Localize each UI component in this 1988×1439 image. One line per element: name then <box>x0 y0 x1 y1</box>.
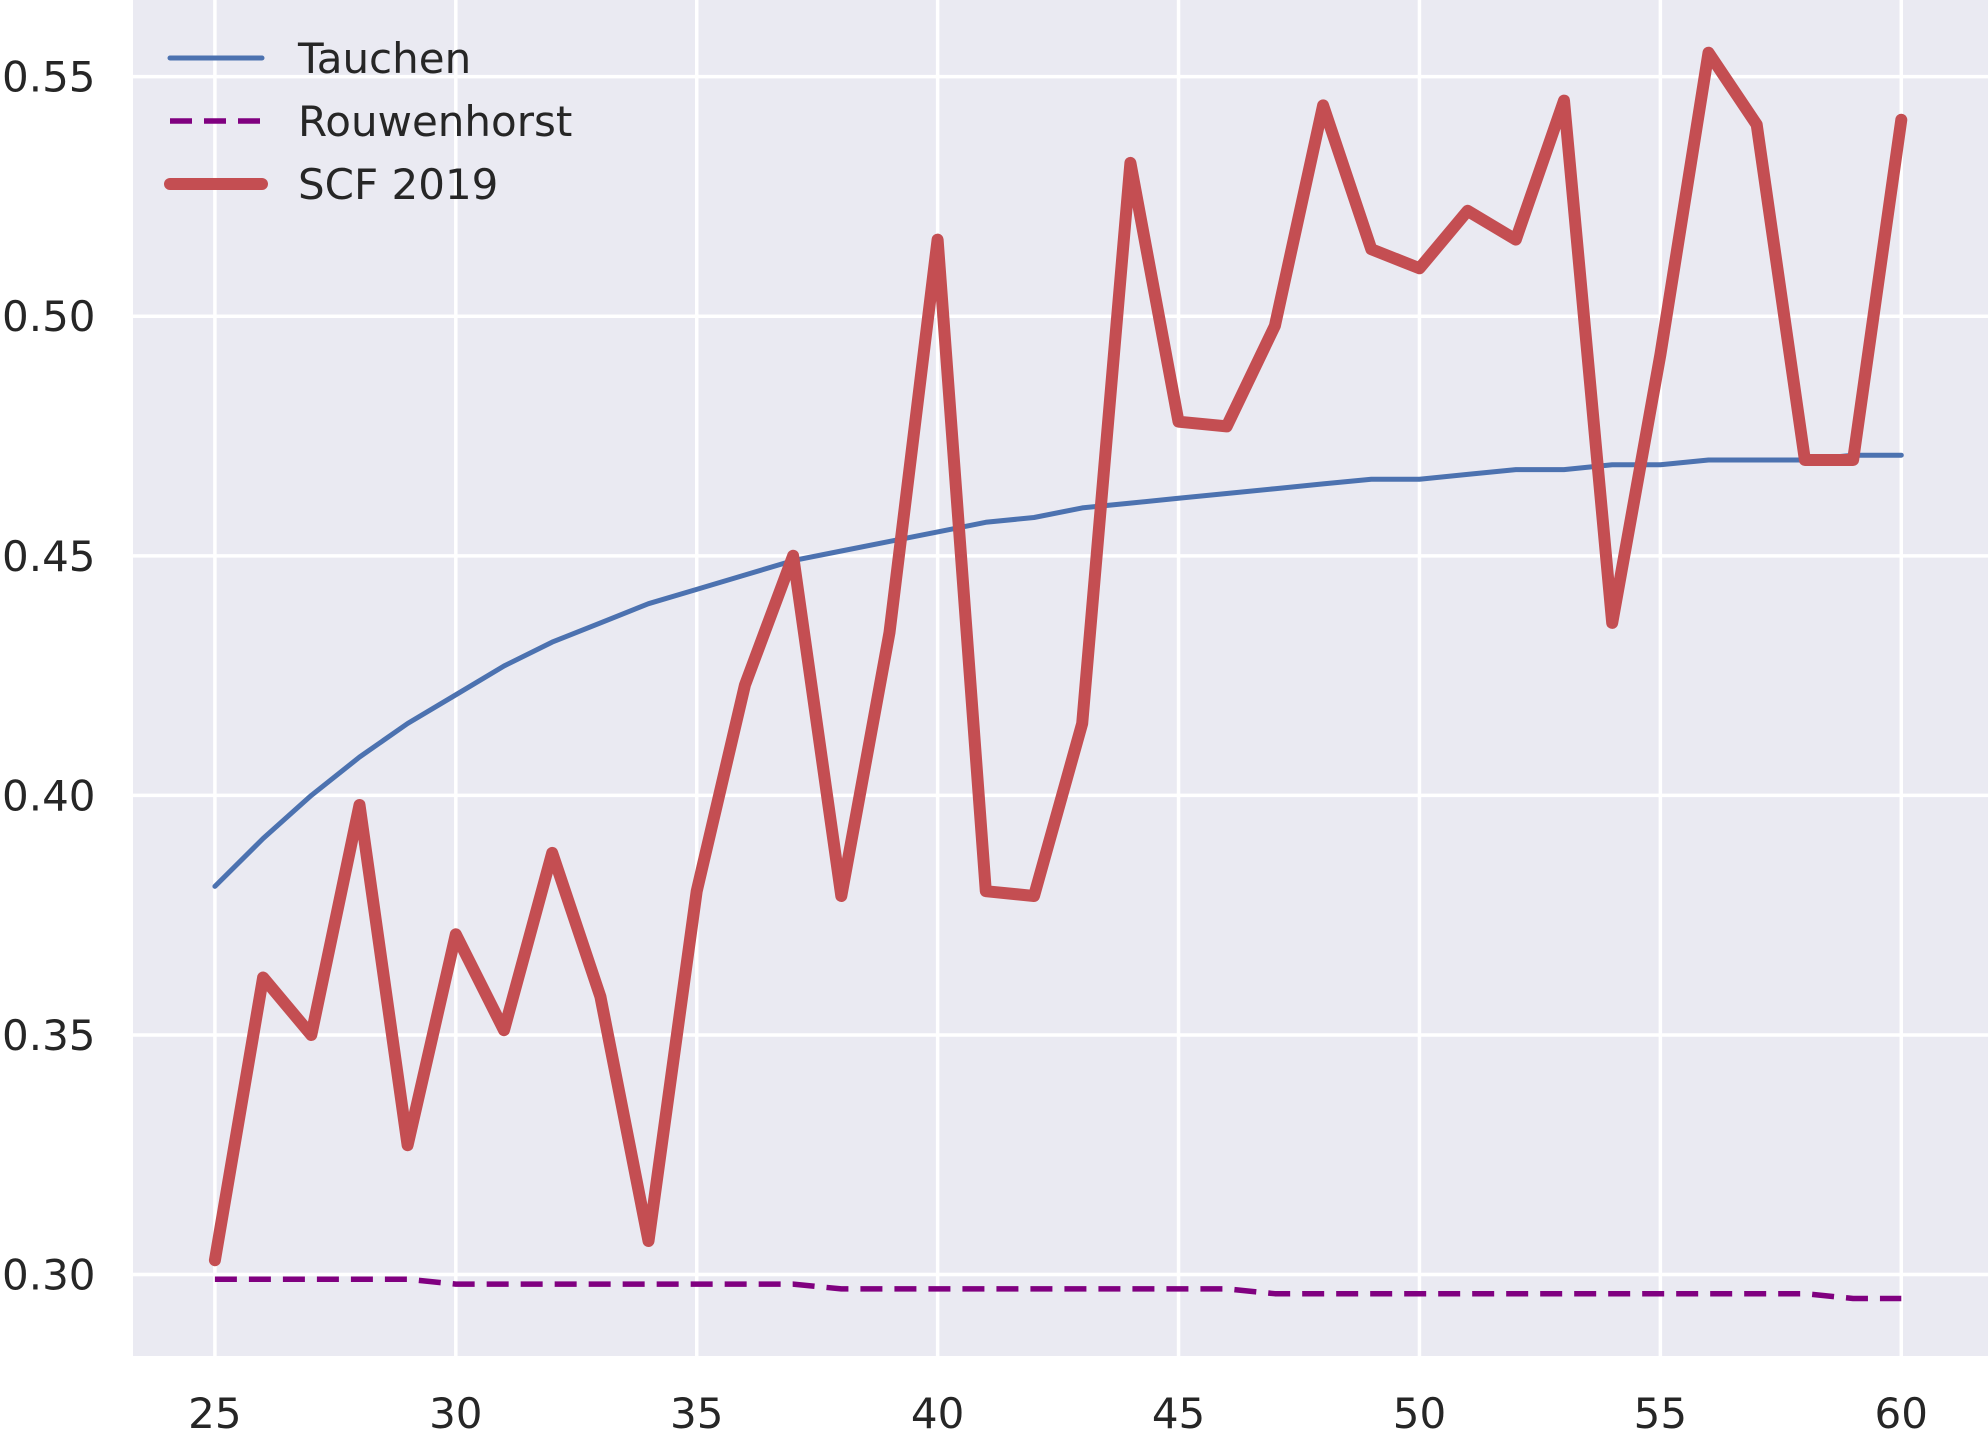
x-tick-labels: 25 30 35 40 45 50 55 60 <box>188 1389 1928 1438</box>
x-tick-label: 55 <box>1634 1389 1687 1438</box>
x-tick-label: 40 <box>911 1389 964 1438</box>
legend: Tauchen Rouwenhorst SCF 2019 <box>164 34 572 209</box>
y-tick-label: 0.50 <box>2 292 96 341</box>
y-tick-label: 0.45 <box>2 532 96 581</box>
y-tick-labels: 0.30 0.35 0.40 0.45 0.50 0.55 <box>2 53 96 1300</box>
legend-label: SCF 2019 <box>298 160 498 209</box>
series-line-scf-2019 <box>208 46 1908 1267</box>
y-tick-label: 0.40 <box>2 771 96 820</box>
y-tick-label: 0.55 <box>2 53 96 102</box>
y-tick-label: 0.35 <box>2 1011 96 1060</box>
legend-label: Rouwenhorst <box>298 97 572 146</box>
x-tick-label: 25 <box>188 1389 241 1438</box>
x-tick-label: 30 <box>429 1389 482 1438</box>
x-tick-label: 60 <box>1875 1389 1928 1438</box>
legend-label: Tauchen <box>297 34 471 83</box>
x-tick-label: 35 <box>670 1389 723 1438</box>
x-tick-label: 45 <box>1152 1389 1205 1438</box>
series-line-tauchen <box>212 452 1904 889</box>
y-tick-label: 0.30 <box>2 1251 96 1300</box>
x-tick-label: 50 <box>1393 1389 1446 1438</box>
series-lines <box>208 46 1908 1302</box>
series-line-rouwenhorst <box>214 1276 1902 1302</box>
